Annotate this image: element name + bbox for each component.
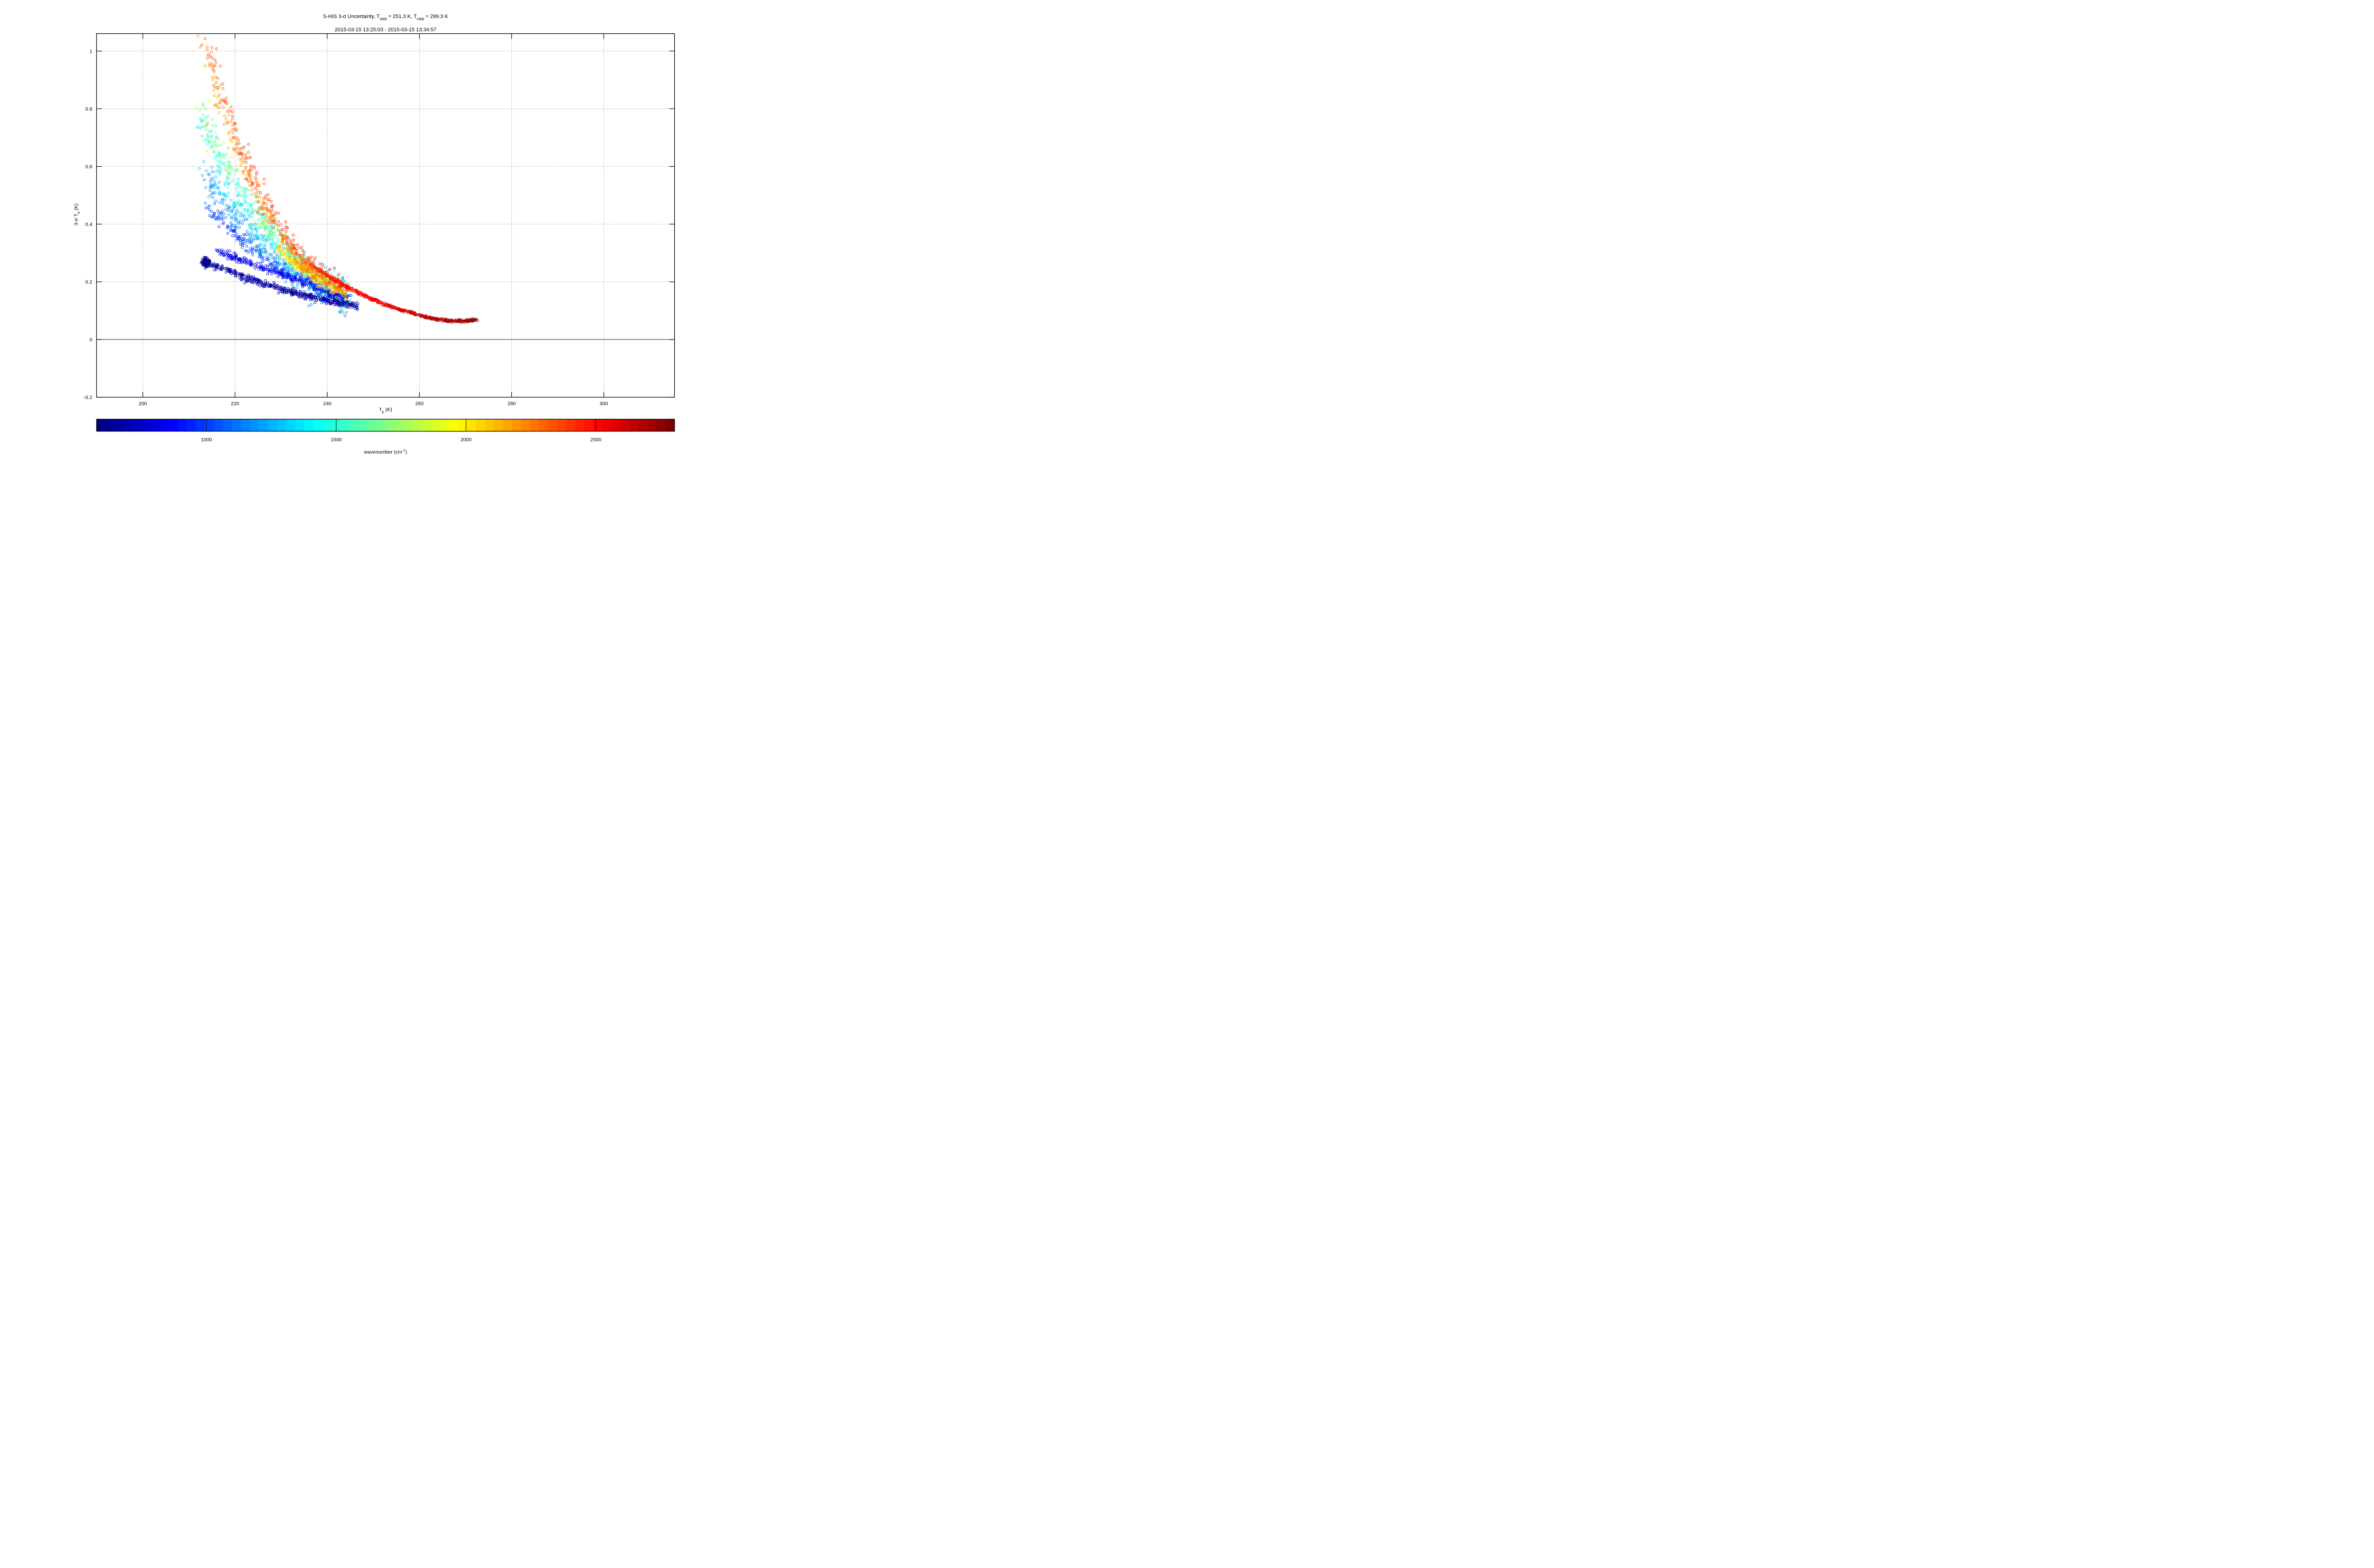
y-tick-label: 1 [90,48,93,54]
colorbar-tick-label: 2500 [590,437,602,443]
y-tick-label: 0.2 [85,279,93,285]
series-lw-navy-arm [201,260,359,308]
text-run: ) [405,449,407,455]
text-run: S-HIS 3-σ Uncertainty, T [323,14,380,19]
axis-ticks [96,33,675,398]
y-tick-label: 0.6 [85,164,93,169]
x-axis-label: Tb (K) [379,407,392,414]
series-sw-red-outliers [239,152,346,298]
y-axis-label: 3-σ Tb (K) [73,204,81,225]
y-tick-labels: -0.2 0 0.2 0.4 0.6 0.8 1 [84,48,92,400]
chart-svg: 200 220 240 260 280 300 -0.2 0 0.2 0.4 0.6 0.8 1 1000… [0,0,744,482]
x-tick-label: 280 [508,401,516,407]
colorbar-tick-label: 2000 [461,437,472,443]
subscript: b [76,211,81,214]
superscript: -1 [402,448,405,452]
figure-root: 200 220 240 260 280 300 -0.2 0 0.2 0.4 0.6 0.8 1 1000… [0,0,744,482]
colorbar-label: wavenumber (cm-1) [364,448,407,455]
x-tick-label: 260 [415,401,424,407]
colorbar-border [96,419,675,432]
y-tick-label: 0.4 [85,222,93,227]
colorbar-tick-label: 1500 [330,437,342,443]
text-run: 3-σ T [73,213,79,226]
x-tick-label: 220 [231,401,239,407]
subscript: b [382,410,384,414]
text-run: (K) [73,203,79,212]
text-run: wavenumber (cm [364,449,403,455]
title-line1: S-HIS 3-σ Uncertainty, TABB = 251.3 K, T… [323,14,448,21]
colorbar: 1000 1500 2000 2500 [96,419,675,443]
y-tick-label: -0.2 [84,395,92,401]
colorbar-tick-labels: 1000 1500 2000 2500 [201,437,602,443]
text-run: = 251.3 K, T [386,14,417,19]
series-sw-red-tail [307,262,479,324]
subscript: HBB [416,17,424,21]
figure-background [0,0,744,482]
colorbar-tick-label: 1000 [201,437,212,443]
x-tick-label: 300 [600,401,608,407]
series-lw-navy-blob [199,256,212,270]
text-run: (K) [384,407,392,413]
y-tick-label: 0.8 [85,106,93,112]
plot-box [96,33,675,398]
text-run: = 299.3 K [424,14,448,19]
x-tick-label: 200 [139,401,147,407]
text-run: T [379,407,382,413]
series-sw-orange-arm [197,35,349,299]
title-line2: 2015-03-15 13:25:03 - 2015-03-15 13:34:5… [334,27,437,33]
subscript: ABB [379,17,387,21]
x-tick-labels: 200 220 240 260 280 300 [139,401,608,407]
y-tick-label: 0 [90,337,93,343]
scatter-points [194,35,479,324]
x-tick-label: 240 [323,401,331,407]
